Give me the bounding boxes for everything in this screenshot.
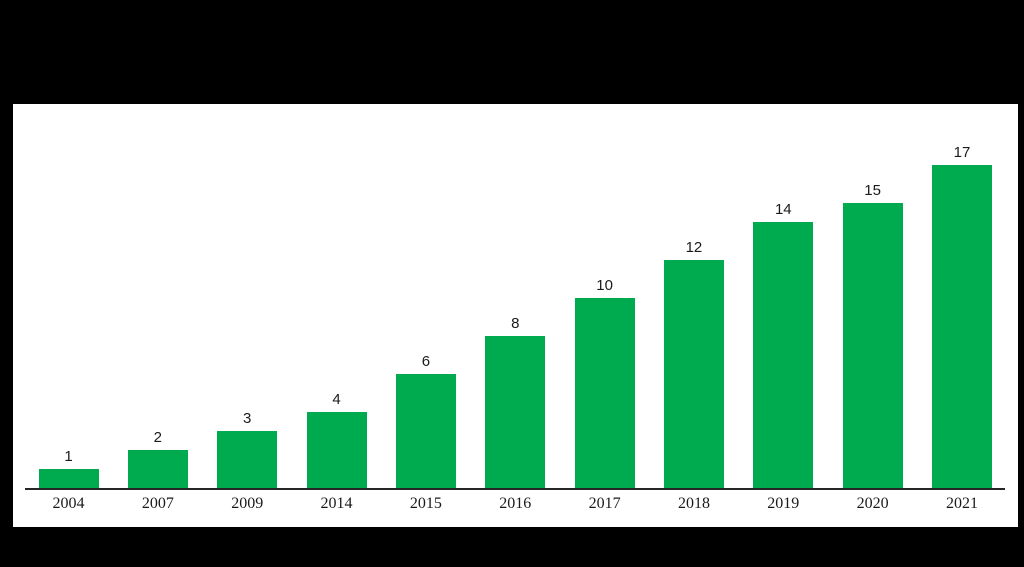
bar-2004 (38, 469, 99, 488)
x-axis-tick-label-2019: 2019 (767, 495, 800, 512)
bar-2017 (574, 298, 635, 488)
x-axis-tick-label-2018: 2018 (677, 495, 710, 512)
bar-2020 (842, 203, 903, 488)
bar-2019 (753, 222, 814, 488)
bar-2015 (395, 374, 456, 488)
x-axis-tick-label-2015: 2015 (409, 495, 442, 512)
bar-2016 (485, 336, 546, 488)
bar-value-label-2007: 2 (153, 429, 163, 446)
x-axis-tick-label-2021: 2021 (946, 495, 978, 512)
bar-2007 (127, 450, 188, 488)
bar-value-label-2021: 17 (953, 144, 971, 161)
bar-value-label-2019: 14 (774, 201, 792, 218)
bar-chart-plot-area: 1 2004 2 2007 3 2009 4 2014 6 2015 8 2016 10 2017 12 20… (13, 104, 1018, 527)
x-axis-tick-label-2017: 2017 (588, 495, 621, 512)
x-axis-line (25, 488, 1005, 490)
bar-2021 (932, 165, 992, 488)
x-axis-tick-label-2014: 2014 (320, 495, 353, 512)
bar-2009 (217, 431, 278, 488)
bar-value-label-2018: 12 (685, 239, 703, 256)
bar-chart: 1 2004 2 2007 3 2009 4 2014 6 2015 8 2016 10 2017 12 20… (13, 104, 1018, 527)
x-axis-tick-label-2016: 2016 (499, 495, 532, 512)
bar-2018 (663, 260, 724, 488)
bar-value-label-2020: 15 (864, 182, 881, 199)
x-axis-tick-label-2020: 2020 (856, 495, 889, 512)
bar-value-label-2017: 10 (596, 277, 613, 294)
x-axis-tick-label-2004: 2004 (52, 495, 85, 512)
x-axis-tick-label-2009: 2009 (231, 495, 264, 512)
bar-value-label-2004: 1 (64, 448, 73, 465)
bar-value-label-2009: 3 (243, 410, 252, 427)
bar-value-label-2015: 6 (421, 353, 431, 370)
x-axis-tick-label-2007: 2007 (141, 495, 174, 512)
bar-value-label-2016: 8 (511, 315, 520, 332)
bar-value-label-2014: 4 (332, 391, 341, 408)
bar-2014 (306, 412, 367, 488)
